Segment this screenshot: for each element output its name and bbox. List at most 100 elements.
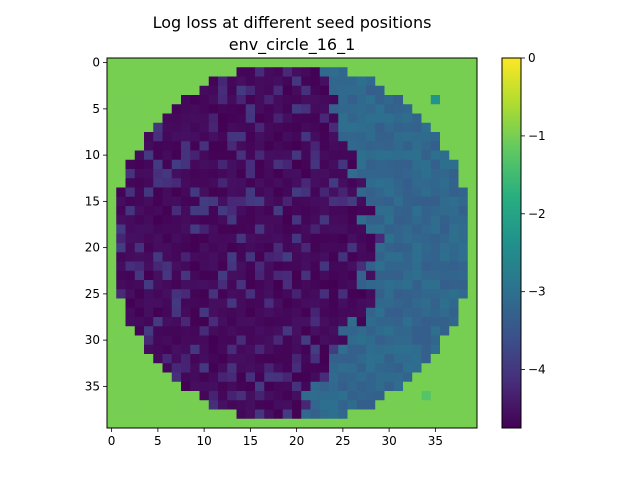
heatmap-cell [236, 233, 247, 244]
heatmap-cell [449, 335, 459, 346]
heatmap-cell [356, 381, 367, 392]
heatmap-cell [255, 76, 265, 87]
heatmap-cell [282, 159, 293, 170]
heatmap-cell [347, 298, 358, 309]
heatmap-cell [245, 298, 256, 309]
heatmap-cell [153, 307, 163, 318]
heatmap-cell [199, 178, 210, 188]
heatmap-cell [338, 224, 348, 235]
heatmap-cell [116, 298, 126, 309]
heatmap-cell [467, 354, 478, 364]
heatmap-cell [403, 206, 413, 216]
heatmap-cell [134, 261, 145, 272]
heatmap-cell [116, 85, 126, 96]
heatmap-cell [153, 104, 163, 114]
heatmap-cell [107, 150, 117, 161]
heatmap-cell [107, 95, 117, 105]
heatmap-cell [310, 85, 321, 96]
heatmap-cell [116, 233, 126, 244]
heatmap-cell [467, 280, 478, 290]
heatmap-cell [107, 224, 117, 235]
heatmap-cell [347, 289, 358, 299]
heatmap-cell [264, 400, 274, 410]
heatmap-cell [171, 178, 182, 188]
heatmap-cell [440, 122, 450, 133]
heatmap-cell [430, 326, 441, 336]
heatmap-cell [319, 178, 330, 188]
heatmap-cell [208, 344, 219, 355]
heatmap-cell [384, 58, 395, 68]
heatmap-cell [347, 159, 358, 170]
heatmap-cell [384, 104, 395, 114]
heatmap-cell [375, 215, 385, 225]
heatmap-cell [171, 409, 182, 420]
heatmap-cell [356, 298, 367, 309]
heatmap-cell [245, 326, 256, 336]
heatmap-cell [384, 233, 395, 244]
heatmap-cell [467, 58, 478, 68]
heatmap-cell [384, 409, 395, 420]
heatmap-cell [125, 178, 136, 188]
heatmap-cell [467, 150, 478, 161]
heatmap-cell [218, 326, 228, 336]
heatmap-cell [366, 363, 376, 373]
heatmap-cell [125, 132, 136, 142]
heatmap-cell [458, 289, 469, 299]
heatmap-cell [236, 169, 247, 179]
heatmap-cell [301, 317, 311, 327]
heatmap-cell [412, 363, 422, 373]
heatmap-cell [356, 224, 367, 235]
heatmap-cell [301, 344, 311, 355]
heatmap-cell [338, 206, 348, 216]
heatmap-cell [153, 344, 163, 355]
heatmap-cell [356, 67, 367, 77]
heatmap-cell [449, 187, 459, 198]
heatmap-cell [338, 243, 348, 253]
heatmap-cell [199, 169, 210, 179]
heatmap-cell [430, 354, 441, 364]
heatmap-cell [430, 243, 441, 253]
heatmap-cell [218, 372, 228, 383]
heatmap-cell [171, 169, 182, 179]
heatmap-cell [458, 252, 469, 262]
heatmap-cell [162, 95, 173, 105]
colorbar-tick-label: 0 [528, 51, 536, 65]
heatmap-cell [449, 196, 459, 207]
heatmap-cell [319, 141, 330, 151]
heatmap-cell [218, 307, 228, 318]
heatmap-cell [190, 400, 200, 410]
heatmap-cell [356, 206, 367, 216]
heatmap-cell [338, 261, 348, 272]
heatmap-cell [255, 381, 265, 392]
heatmap-cell [449, 224, 459, 235]
heatmap-cell [153, 400, 163, 410]
heatmap-cell [347, 58, 358, 68]
heatmap-cell [134, 289, 145, 299]
heatmap-cell [467, 326, 478, 336]
heatmap-cell [366, 381, 376, 392]
heatmap-cell [264, 76, 274, 87]
heatmap-cell [421, 354, 432, 364]
heatmap-cell [356, 261, 367, 272]
heatmap-cell [236, 372, 247, 383]
heatmap-cell [449, 132, 459, 142]
heatmap-cell [430, 132, 441, 142]
heatmap-cell [329, 224, 339, 235]
heatmap-cell [319, 298, 330, 309]
heatmap-cell [282, 224, 293, 235]
heatmap-cell [245, 252, 256, 262]
heatmap-cell [458, 224, 469, 235]
heatmap-cell [125, 326, 136, 336]
heatmap-cell [144, 335, 154, 346]
heatmap-cell [393, 178, 404, 188]
heatmap-cell [319, 187, 330, 198]
heatmap-cell [403, 178, 413, 188]
heatmap-cell [236, 409, 247, 420]
heatmap-cell [467, 317, 478, 327]
heatmap-cell [338, 354, 348, 364]
heatmap-cell [347, 206, 358, 216]
heatmap-cell [171, 85, 182, 96]
heatmap-cell [292, 122, 302, 133]
heatmap-cell [301, 104, 311, 114]
heatmap-cell [282, 58, 293, 68]
